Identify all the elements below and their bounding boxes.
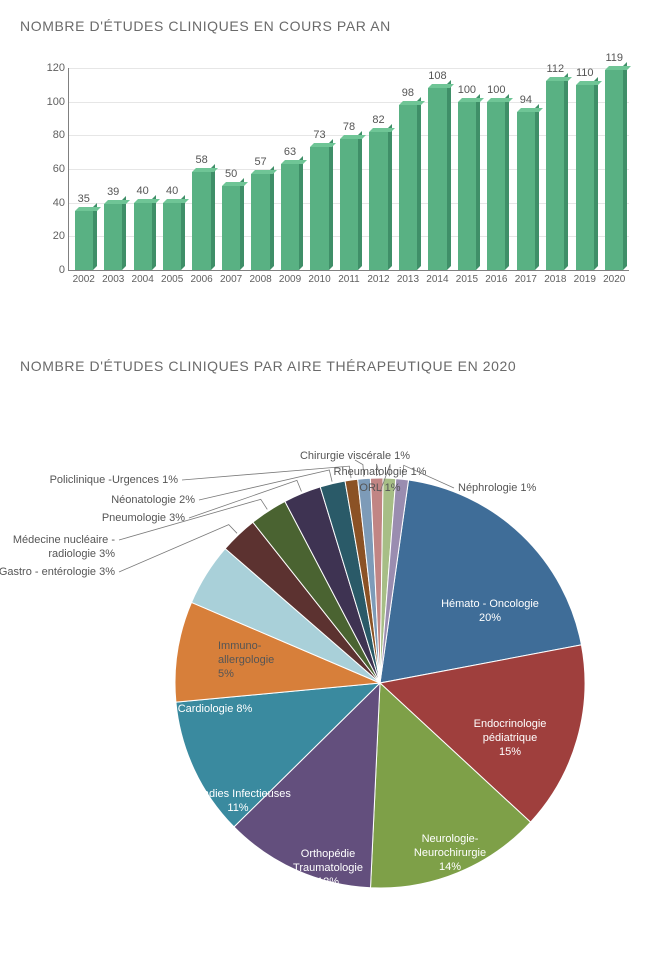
bar: 98 <box>399 105 417 270</box>
bar-value-label: 82 <box>372 114 384 126</box>
bar: 82 <box>369 132 387 270</box>
pie-slice-label: Médecine nucléaire -radiologie 3% <box>0 534 115 562</box>
bar-value-label: 39 <box>107 186 119 198</box>
bar-value-label: 35 <box>78 193 90 205</box>
gridline <box>69 102 629 103</box>
bar: 100 <box>458 102 476 270</box>
bar-value-label: 110 <box>576 67 594 79</box>
x-tick-label: 2007 <box>220 274 242 285</box>
bar: 100 <box>487 102 505 270</box>
bar-value-label: 78 <box>343 121 355 133</box>
bar: 110 <box>576 85 594 270</box>
pie-svg <box>175 478 585 888</box>
bar: 94 <box>517 112 535 270</box>
y-tick-label: 60 <box>35 163 65 175</box>
bar-value-label: 63 <box>284 146 296 158</box>
bar: 39 <box>104 204 122 270</box>
bar-chart-title: NOMBRE D'ÉTUDES CLINIQUES EN COURS PAR A… <box>20 18 647 34</box>
x-tick-label: 2010 <box>308 274 330 285</box>
bar: 73 <box>310 147 328 270</box>
x-tick-label: 2020 <box>603 274 625 285</box>
bar-chart: 0 20 40 60 80 100 120 35 2002 39 2003 40 2004 40 2005 5… <box>28 58 628 298</box>
y-tick-label: 120 <box>35 62 65 74</box>
bar-value-label: 40 <box>166 185 178 197</box>
x-tick-label: 2006 <box>191 274 213 285</box>
bar: 57 <box>251 174 269 270</box>
x-tick-label: 2004 <box>132 274 154 285</box>
y-tick-label: 20 <box>35 230 65 242</box>
bar: 78 <box>340 139 358 270</box>
bar: 58 <box>192 172 210 270</box>
pie-leader-line <box>377 464 380 476</box>
pie-slice-label: Pneumologie 3% <box>35 512 185 526</box>
pie-chart-title: NOMBRE D'ÉTUDES CLINIQUES PAR AIRE THÉRA… <box>20 358 647 374</box>
pie-slice-label: Néonatologie 2% <box>45 494 195 508</box>
bar-value-label: 50 <box>225 168 237 180</box>
gridline <box>69 68 629 69</box>
bar: 63 <box>281 164 299 270</box>
bar-value-label: 100 <box>458 84 476 96</box>
x-tick-label: 2002 <box>73 274 95 285</box>
x-tick-label: 2012 <box>367 274 389 285</box>
y-tick-label: 80 <box>35 129 65 141</box>
x-tick-label: 2009 <box>279 274 301 285</box>
x-tick-label: 2019 <box>574 274 596 285</box>
bar-value-label: 94 <box>520 94 532 106</box>
bar-value-label: 100 <box>487 84 505 96</box>
x-tick-label: 2015 <box>456 274 478 285</box>
page: NOMBRE D'ÉTUDES CLINIQUES EN COURS PAR A… <box>0 0 663 955</box>
bar-value-label: 58 <box>195 154 207 166</box>
pie-slice-label: Policlinique -Urgences 1% <box>28 474 178 488</box>
bar: 119 <box>605 70 623 270</box>
bar-value-label: 98 <box>402 87 414 99</box>
bar-value-label: 108 <box>428 70 446 82</box>
bar-value-label: 112 <box>547 63 565 75</box>
x-tick-label: 2005 <box>161 274 183 285</box>
bar-value-label: 57 <box>254 156 266 168</box>
pie-slice-label: Gastro - entérologie 3% <box>0 566 115 580</box>
bar: 112 <box>546 81 564 270</box>
x-tick-label: 2016 <box>485 274 507 285</box>
x-tick-label: 2008 <box>249 274 271 285</box>
bar: 40 <box>163 203 181 270</box>
bar-value-label: 73 <box>313 129 325 141</box>
y-tick-label: 100 <box>35 96 65 108</box>
bar-value-label: 40 <box>137 185 149 197</box>
x-tick-label: 2018 <box>544 274 566 285</box>
y-tick-label: 0 <box>35 264 65 276</box>
x-tick-label: 2013 <box>397 274 419 285</box>
bar: 35 <box>75 211 93 270</box>
x-tick-label: 2011 <box>338 274 360 285</box>
pie-slice-label: Chirurgie viscérale 1% <box>275 450 435 464</box>
x-tick-label: 2014 <box>426 274 448 285</box>
pie-leader-line <box>355 460 364 477</box>
bar: 108 <box>428 88 446 270</box>
bar-chart-plot: 0204060801001203520023920034020044020055… <box>68 68 629 271</box>
y-tick-label: 40 <box>35 197 65 209</box>
bar: 50 <box>222 186 240 270</box>
x-tick-label: 2017 <box>515 274 537 285</box>
pie-section: NOMBRE D'ÉTUDES CLINIQUES PAR AIRE THÉRA… <box>20 358 647 928</box>
bar-value-label: 119 <box>605 52 623 64</box>
bar: 40 <box>134 203 152 270</box>
pie-chart: Hémato - Oncologie 20%Endocrinologiepédi… <box>20 398 640 928</box>
x-tick-label: 2003 <box>102 274 124 285</box>
